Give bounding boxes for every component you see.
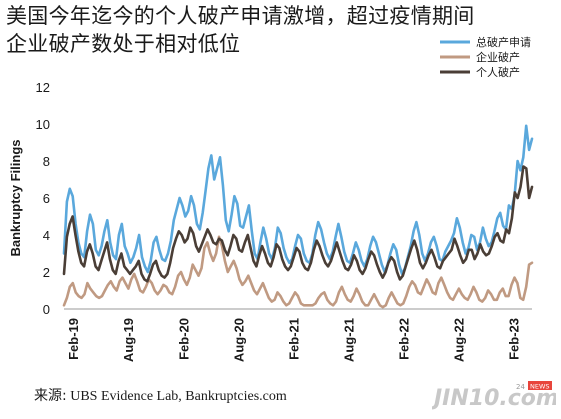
x-tick-label: Aug-22: [452, 318, 467, 362]
y-tick-label: 10: [36, 117, 50, 132]
y-tick-label: 12: [36, 80, 50, 95]
x-tick-label: Feb-19: [66, 318, 81, 360]
y-tick-label: 8: [43, 154, 50, 169]
y-axis-label: Bankruptcy Filings: [8, 139, 23, 256]
source-label: 来源:: [34, 388, 67, 404]
x-tick-label: Aug-20: [231, 318, 246, 362]
watermark-news-tag: [528, 381, 552, 390]
chart-lines: [62, 124, 534, 309]
legend-label: 总破产申请: [476, 35, 531, 49]
watermark-text: JIN10.com: [432, 386, 556, 411]
chart-axes: 0 2 4 6 8 10 12 Bankruptcy Filings Feb-19 Aug-19 F…: [8, 80, 532, 362]
jin10-watermark-logo: JIN10.com 24 NEWS: [432, 381, 556, 411]
x-tick-label: Aug-21: [341, 318, 356, 362]
y-tick-label: 4: [43, 228, 50, 243]
x-tick-label: Feb-23: [507, 318, 522, 360]
y-tick-label: 0: [43, 302, 50, 317]
series-line: [62, 124, 534, 276]
x-tick-label: Aug-19: [121, 318, 136, 362]
source-note: 来源: UBS Evidence Lab, Bankruptcies.com: [34, 385, 287, 405]
legend-label: 企业破产: [476, 50, 520, 64]
y-tick-label: 2: [43, 265, 50, 280]
series-line: [62, 165, 534, 283]
x-tick-label: Feb-20: [176, 318, 191, 360]
source-text: UBS Evidence Lab, Bankruptcies.com: [70, 389, 287, 404]
chart-title-line-1: 美国今年迄今的个人破产申请激增，超过疫情期间: [6, 4, 475, 28]
chart-title-line-2: 企业破产数处于相对低位: [6, 32, 241, 56]
legend-label: 个人破产: [476, 65, 520, 79]
x-tick-label: Feb-22: [397, 318, 412, 360]
watermark-tag-word: NEWS: [530, 383, 550, 391]
x-tick-label: Feb-21: [286, 318, 301, 360]
watermark-tag-digits: 24: [516, 383, 525, 391]
series-line: [62, 235, 534, 309]
y-tick-label: 6: [43, 191, 50, 206]
